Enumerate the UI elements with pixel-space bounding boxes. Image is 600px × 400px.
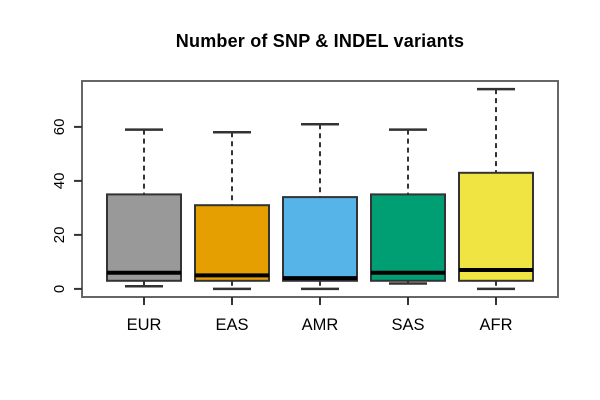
x-tick-label: AMR [302,316,339,334]
iqr-box [106,193,182,282]
chart-title: Number of SNP & INDEL variants [175,31,465,51]
iqr-box [370,193,446,282]
x-tick-label: AFR [480,316,513,334]
iqr-box [194,204,270,282]
box-group-SAS [370,128,446,285]
box-group-AFR [458,87,534,291]
x-tick-label: EUR [127,316,162,334]
box-group-AMR [282,122,358,291]
iqr-box [458,171,534,282]
x-tick-label: SAS [391,316,424,334]
y-tick-label: 0 [51,285,68,293]
y-tick-label: 40 [51,173,68,190]
iqr-box [282,196,358,282]
box-group-EUR [106,128,182,288]
box-group-EAS [194,131,270,291]
x-tick-label: EAS [215,316,248,334]
y-tick-label: 60 [51,119,68,136]
y-tick-label: 20 [51,227,68,244]
